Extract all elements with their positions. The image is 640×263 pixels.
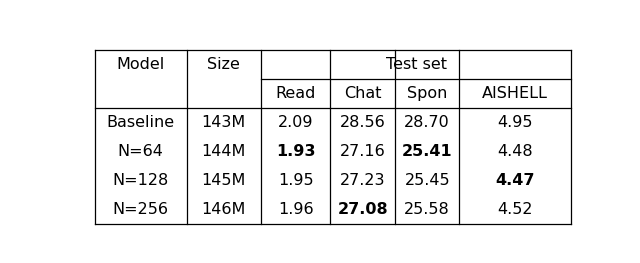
Text: 1.96: 1.96 — [278, 202, 314, 217]
Text: N=128: N=128 — [113, 173, 169, 188]
Text: Model: Model — [116, 57, 165, 72]
Text: 27.23: 27.23 — [340, 173, 385, 188]
Text: 1.95: 1.95 — [278, 173, 314, 188]
Text: AISHELL: AISHELL — [483, 86, 548, 101]
Text: 4.47: 4.47 — [495, 173, 535, 188]
Text: 27.16: 27.16 — [340, 144, 385, 159]
Text: 27.08: 27.08 — [337, 202, 388, 217]
Text: 4.95: 4.95 — [497, 115, 533, 130]
Text: 25.58: 25.58 — [404, 202, 450, 217]
Text: 145M: 145M — [202, 173, 246, 188]
Text: Baseline: Baseline — [107, 115, 175, 130]
Text: Chat: Chat — [344, 86, 381, 101]
Text: 1.93: 1.93 — [276, 144, 316, 159]
Text: 4.52: 4.52 — [497, 202, 533, 217]
Text: N=256: N=256 — [113, 202, 169, 217]
Text: 2.09: 2.09 — [278, 115, 314, 130]
Text: 4.48: 4.48 — [497, 144, 533, 159]
Text: Read: Read — [276, 86, 316, 101]
Text: N=64: N=64 — [118, 144, 164, 159]
Text: 25.45: 25.45 — [404, 173, 450, 188]
Text: Size: Size — [207, 57, 240, 72]
Text: 28.70: 28.70 — [404, 115, 450, 130]
Text: 25.41: 25.41 — [402, 144, 452, 159]
Text: 28.56: 28.56 — [340, 115, 385, 130]
Text: 143M: 143M — [202, 115, 246, 130]
Text: Spon: Spon — [407, 86, 447, 101]
Text: 144M: 144M — [202, 144, 246, 159]
Text: Test set: Test set — [385, 57, 447, 72]
Text: 146M: 146M — [202, 202, 246, 217]
